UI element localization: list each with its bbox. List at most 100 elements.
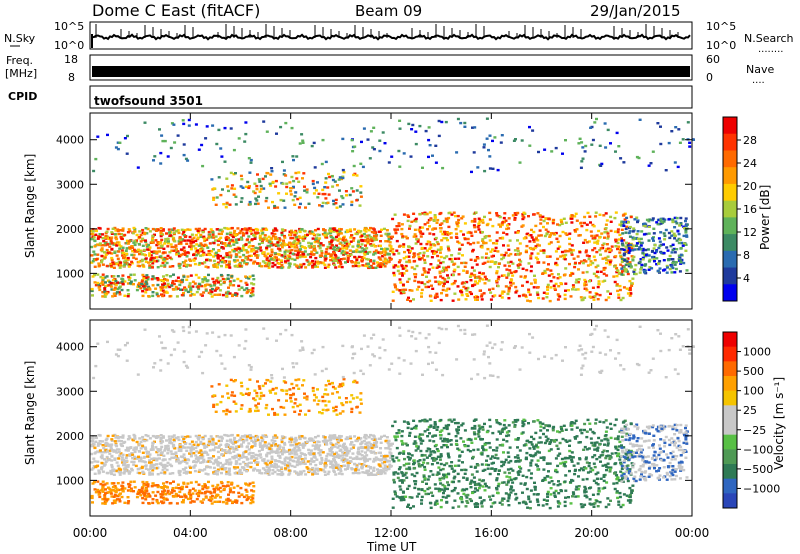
heatmap-cell [576, 255, 580, 258]
heatmap-cell [421, 212, 425, 215]
heatmap-cell [182, 291, 185, 295]
heatmap-cell [647, 268, 651, 271]
heatmap-cell [105, 275, 109, 278]
heatmap-cell [357, 255, 361, 259]
heatmap-cell [172, 288, 176, 291]
heatmap-cell [294, 171, 298, 175]
heatmap-cell [342, 458, 346, 461]
heatmap-cell [539, 222, 543, 225]
heatmap-cell [130, 469, 134, 472]
heatmap-cell [597, 283, 601, 286]
heatmap-cell [256, 254, 260, 257]
heatmap-cell [277, 192, 281, 195]
heatmap-cell [327, 193, 331, 196]
heatmap-cell [90, 436, 93, 440]
heatmap-cell [274, 444, 278, 448]
heatmap-cell [442, 282, 446, 285]
heatmap-cell [401, 235, 405, 238]
heatmap-cell [324, 254, 328, 258]
heatmap-cell [377, 458, 381, 461]
heatmap-cell [230, 433, 234, 437]
heatmap-cell [440, 120, 444, 124]
heatmap-cell [351, 446, 355, 449]
heatmap-cell [280, 438, 284, 442]
heatmap-cell [261, 231, 265, 234]
heatmap-cell [345, 449, 349, 452]
heatmap-cell [539, 234, 543, 237]
heatmap-cell [326, 201, 330, 204]
heatmap-cell [248, 203, 252, 206]
heatmap-cell [90, 232, 94, 236]
heatmap-cell [332, 457, 336, 461]
heatmap-cell [163, 286, 167, 289]
heatmap-cell [267, 259, 271, 262]
heatmap-cell [364, 230, 368, 233]
heatmap-cell [483, 261, 487, 265]
heatmap-cell [161, 229, 165, 232]
heatmap-cell [245, 287, 249, 290]
heatmap-cell [212, 264, 216, 267]
colorbar-segment [723, 217, 737, 235]
heatmap-cell [367, 229, 371, 232]
heatmap-cell [578, 262, 582, 265]
heatmap-cell [418, 124, 422, 128]
heatmap-cell [621, 296, 625, 300]
heatmap-cell [265, 237, 269, 240]
heatmap-cell [113, 233, 117, 236]
heatmap-cell [620, 273, 624, 276]
heatmap-cell [524, 295, 528, 299]
heatmap-cell [474, 230, 478, 233]
heatmap-cell [247, 277, 251, 280]
heatmap-cell [299, 263, 303, 266]
heatmap-cell [372, 259, 376, 262]
heatmap-cell [412, 252, 416, 255]
heatmap-cell [405, 260, 409, 264]
heatmap-cell [164, 444, 168, 448]
heatmap-cell [533, 279, 537, 282]
heatmap-cell [120, 440, 123, 443]
heatmap-cell [530, 236, 534, 239]
heatmap-cell [169, 450, 173, 453]
heatmap-cell [123, 254, 127, 258]
heatmap-cell [326, 472, 330, 476]
heatmap-cell [162, 291, 166, 294]
heatmap-cell [368, 457, 372, 461]
heatmap-cell [253, 231, 257, 234]
heatmap-cell [378, 263, 382, 266]
heatmap-cell [186, 446, 190, 449]
heatmap-cell [168, 285, 172, 289]
heatmap-cell [609, 259, 613, 262]
heatmap-cell [313, 186, 317, 190]
colorbar-tick-label: 16 [743, 203, 757, 216]
heatmap-cell [98, 442, 102, 446]
heatmap-cell [318, 451, 322, 454]
heatmap-cell [462, 285, 466, 289]
heatmap-cell [101, 291, 105, 294]
heatmap-cell [335, 466, 338, 469]
heatmap-cell [225, 227, 229, 230]
heatmap-cell [579, 260, 583, 263]
heatmap-cell [529, 282, 533, 285]
heatmap-cell [188, 235, 192, 239]
heatmap-cell [215, 196, 219, 199]
cpid-panel-frame [89, 85, 693, 109]
heatmap-cell [243, 261, 247, 265]
heatmap-cell [609, 229, 613, 233]
heatmap-cell [311, 179, 315, 183]
heatmap-cell [308, 253, 312, 256]
heatmap-cell [293, 258, 297, 261]
heatmap-cell [599, 164, 603, 167]
heatmap-cell [546, 222, 549, 225]
heatmap-cell [229, 231, 232, 234]
heatmap-cell [267, 471, 271, 474]
heatmap-cell [330, 244, 334, 247]
heatmap-cell [452, 263, 456, 266]
heatmap-cell [647, 232, 651, 235]
heatmap-cell [234, 255, 238, 259]
heatmap-cell [662, 252, 666, 255]
heatmap-cell [583, 215, 587, 219]
heatmap-cell [328, 436, 331, 439]
heatmap-cell [161, 283, 164, 286]
colorbar-segment [723, 117, 737, 135]
heatmap-cell [250, 291, 253, 295]
